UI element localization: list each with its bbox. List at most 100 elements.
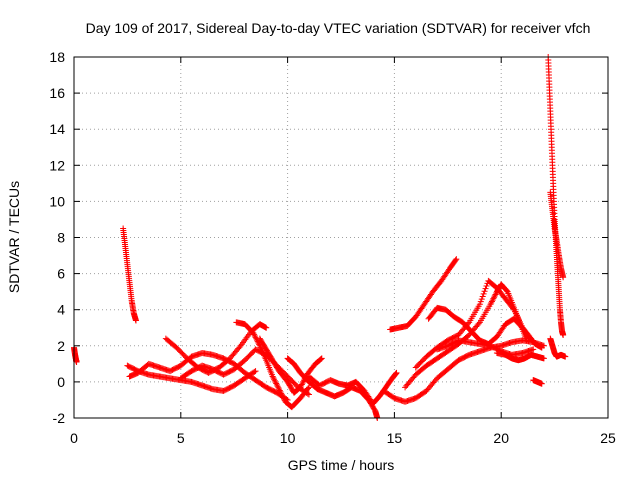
data-point [251, 332, 258, 339]
data-point [263, 324, 270, 331]
series-arc-q [493, 350, 547, 364]
data-point [298, 381, 305, 388]
data-point [270, 374, 277, 381]
data-point [483, 283, 490, 290]
data-point [271, 376, 278, 383]
data-point [276, 387, 283, 394]
x-tick-labels: 0 5 10 15 20 25 [70, 430, 616, 446]
data-point [560, 274, 567, 281]
series-arc-u [547, 335, 569, 360]
data-point [488, 299, 495, 306]
data-point [299, 380, 306, 387]
y-tick-label: 14 [49, 121, 65, 137]
y-axis-label: SDTVAR / TECUs [6, 181, 22, 293]
series-arc-t [547, 189, 567, 281]
data-marks [71, 54, 569, 421]
series-arc-r [530, 377, 545, 387]
y-tick-label: 6 [57, 266, 65, 282]
data-point [510, 305, 517, 312]
data-point [488, 298, 495, 305]
data-point [280, 394, 287, 401]
data-point [318, 356, 325, 363]
series-arc-a [71, 344, 80, 366]
series-arc-g [233, 319, 312, 411]
data-point [273, 381, 280, 388]
data-point [305, 391, 312, 398]
series-arc-h [256, 335, 325, 396]
data-point [317, 356, 324, 363]
series-arc-k [380, 337, 547, 405]
data-point [278, 390, 285, 397]
chart-title: Day 109 of 2017, Sidereal Day-to-day VTE… [86, 20, 591, 36]
data-point [251, 331, 258, 338]
data-point [491, 294, 498, 301]
y-tick-label: 4 [57, 302, 65, 318]
data-point [479, 293, 486, 300]
data-point [477, 298, 484, 305]
series-arc-p [434, 337, 537, 358]
data-point [489, 297, 496, 304]
data-point [274, 383, 281, 390]
data-point [480, 290, 487, 297]
data-point [250, 330, 257, 337]
data-point [475, 320, 482, 327]
y-tick-label: 10 [49, 193, 65, 209]
x-tick-label: 5 [177, 430, 185, 446]
data-point [305, 385, 312, 392]
x-tick-label: 20 [493, 430, 509, 446]
data-point [281, 395, 288, 402]
data-point [305, 384, 312, 391]
x-tick-label: 15 [387, 430, 403, 446]
data-point [490, 295, 497, 302]
series-arc-l [387, 256, 460, 333]
series-arc-m [402, 281, 530, 391]
axis-ticks [73, 56, 609, 419]
y-tick-label: 2 [57, 338, 65, 354]
x-tick-label: 25 [600, 430, 616, 446]
y-tick-label: -2 [53, 410, 66, 426]
data-point [492, 291, 499, 298]
series-arc-j [305, 369, 400, 407]
data-point [276, 386, 283, 393]
data-point [318, 355, 325, 362]
data-point [298, 382, 305, 389]
y-tick-label: 0 [57, 374, 65, 390]
y-tick-label: 12 [49, 157, 65, 173]
y-tick-label: 18 [49, 49, 65, 65]
data-point [393, 369, 400, 376]
data-point [530, 346, 537, 353]
y-tick-label: 16 [49, 85, 65, 101]
x-tick-label: 10 [280, 430, 296, 446]
data-point [251, 368, 258, 375]
data-point [275, 384, 282, 391]
data-point [476, 301, 483, 308]
series-arc-o [425, 304, 545, 351]
data-point [252, 334, 259, 341]
data-point [277, 388, 284, 395]
y-tick-label: 8 [57, 230, 65, 246]
data-point [278, 391, 285, 398]
data-point [540, 355, 547, 362]
y-tick-labels: -2 0 2 4 6 8 10 12 14 16 18 [49, 49, 65, 426]
data-point [538, 380, 545, 387]
data-point [73, 359, 80, 366]
data-point [481, 288, 488, 295]
data-point [452, 257, 459, 264]
x-axis-label: GPS time / hours [288, 457, 395, 473]
grid [74, 57, 608, 418]
data-point [271, 377, 278, 384]
data-point [297, 384, 304, 391]
data-point [478, 296, 485, 303]
data-point [453, 256, 460, 263]
data-point [538, 344, 545, 351]
data-point [252, 368, 259, 375]
data-point [279, 393, 286, 400]
data-point [560, 331, 567, 338]
data-point [132, 317, 139, 324]
data-point [491, 292, 498, 299]
series-arc-b [120, 225, 139, 324]
data-point [503, 287, 510, 294]
x-tick-label: 0 [70, 430, 78, 446]
data-point [300, 378, 307, 385]
